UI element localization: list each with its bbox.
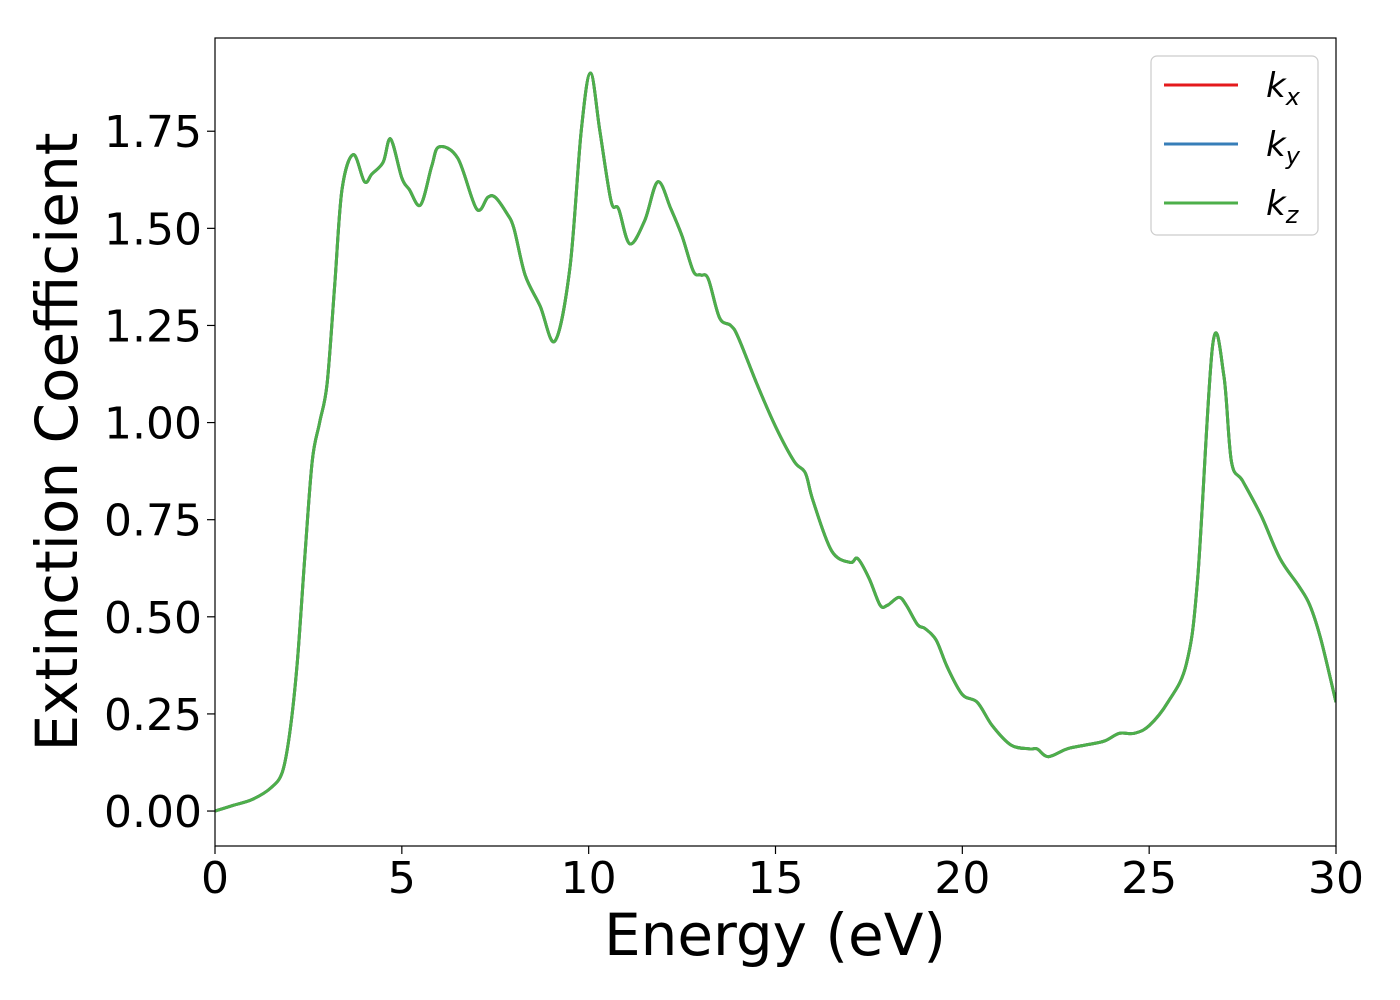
x-tick-label: 30: [1308, 853, 1364, 904]
x-tick-label: 10: [561, 853, 617, 904]
x-tick-label: 20: [934, 853, 990, 904]
x-tick-label: 0: [201, 853, 229, 904]
y-tick-label: 0.00: [104, 787, 202, 838]
y-tick-label: 1.50: [104, 204, 202, 255]
y-tick-label: 1.00: [104, 399, 202, 450]
x-tick-label: 5: [388, 853, 416, 904]
x-axis: 0 5 10 15 20 25 30: [201, 846, 1364, 904]
y-axis-label: Extinction Coefficient: [23, 133, 91, 752]
y-tick-label: 0.25: [104, 690, 202, 741]
y-tick-label: 0.75: [104, 496, 202, 547]
series-lines: [215, 71, 1336, 813]
y-tick-label: 1.25: [104, 301, 202, 352]
x-tick-label: 15: [748, 853, 804, 904]
y-tick-label: 1.75: [104, 107, 202, 158]
x-axis-label: Energy (eV): [604, 901, 946, 969]
y-axis: 0.00 0.25 0.50 0.75 1.00 1.25 1.50 1.75: [104, 107, 215, 838]
series-line-k_z: [215, 71, 1336, 813]
y-tick-label: 0.50: [104, 593, 202, 644]
x-tick-label: 25: [1121, 853, 1177, 904]
